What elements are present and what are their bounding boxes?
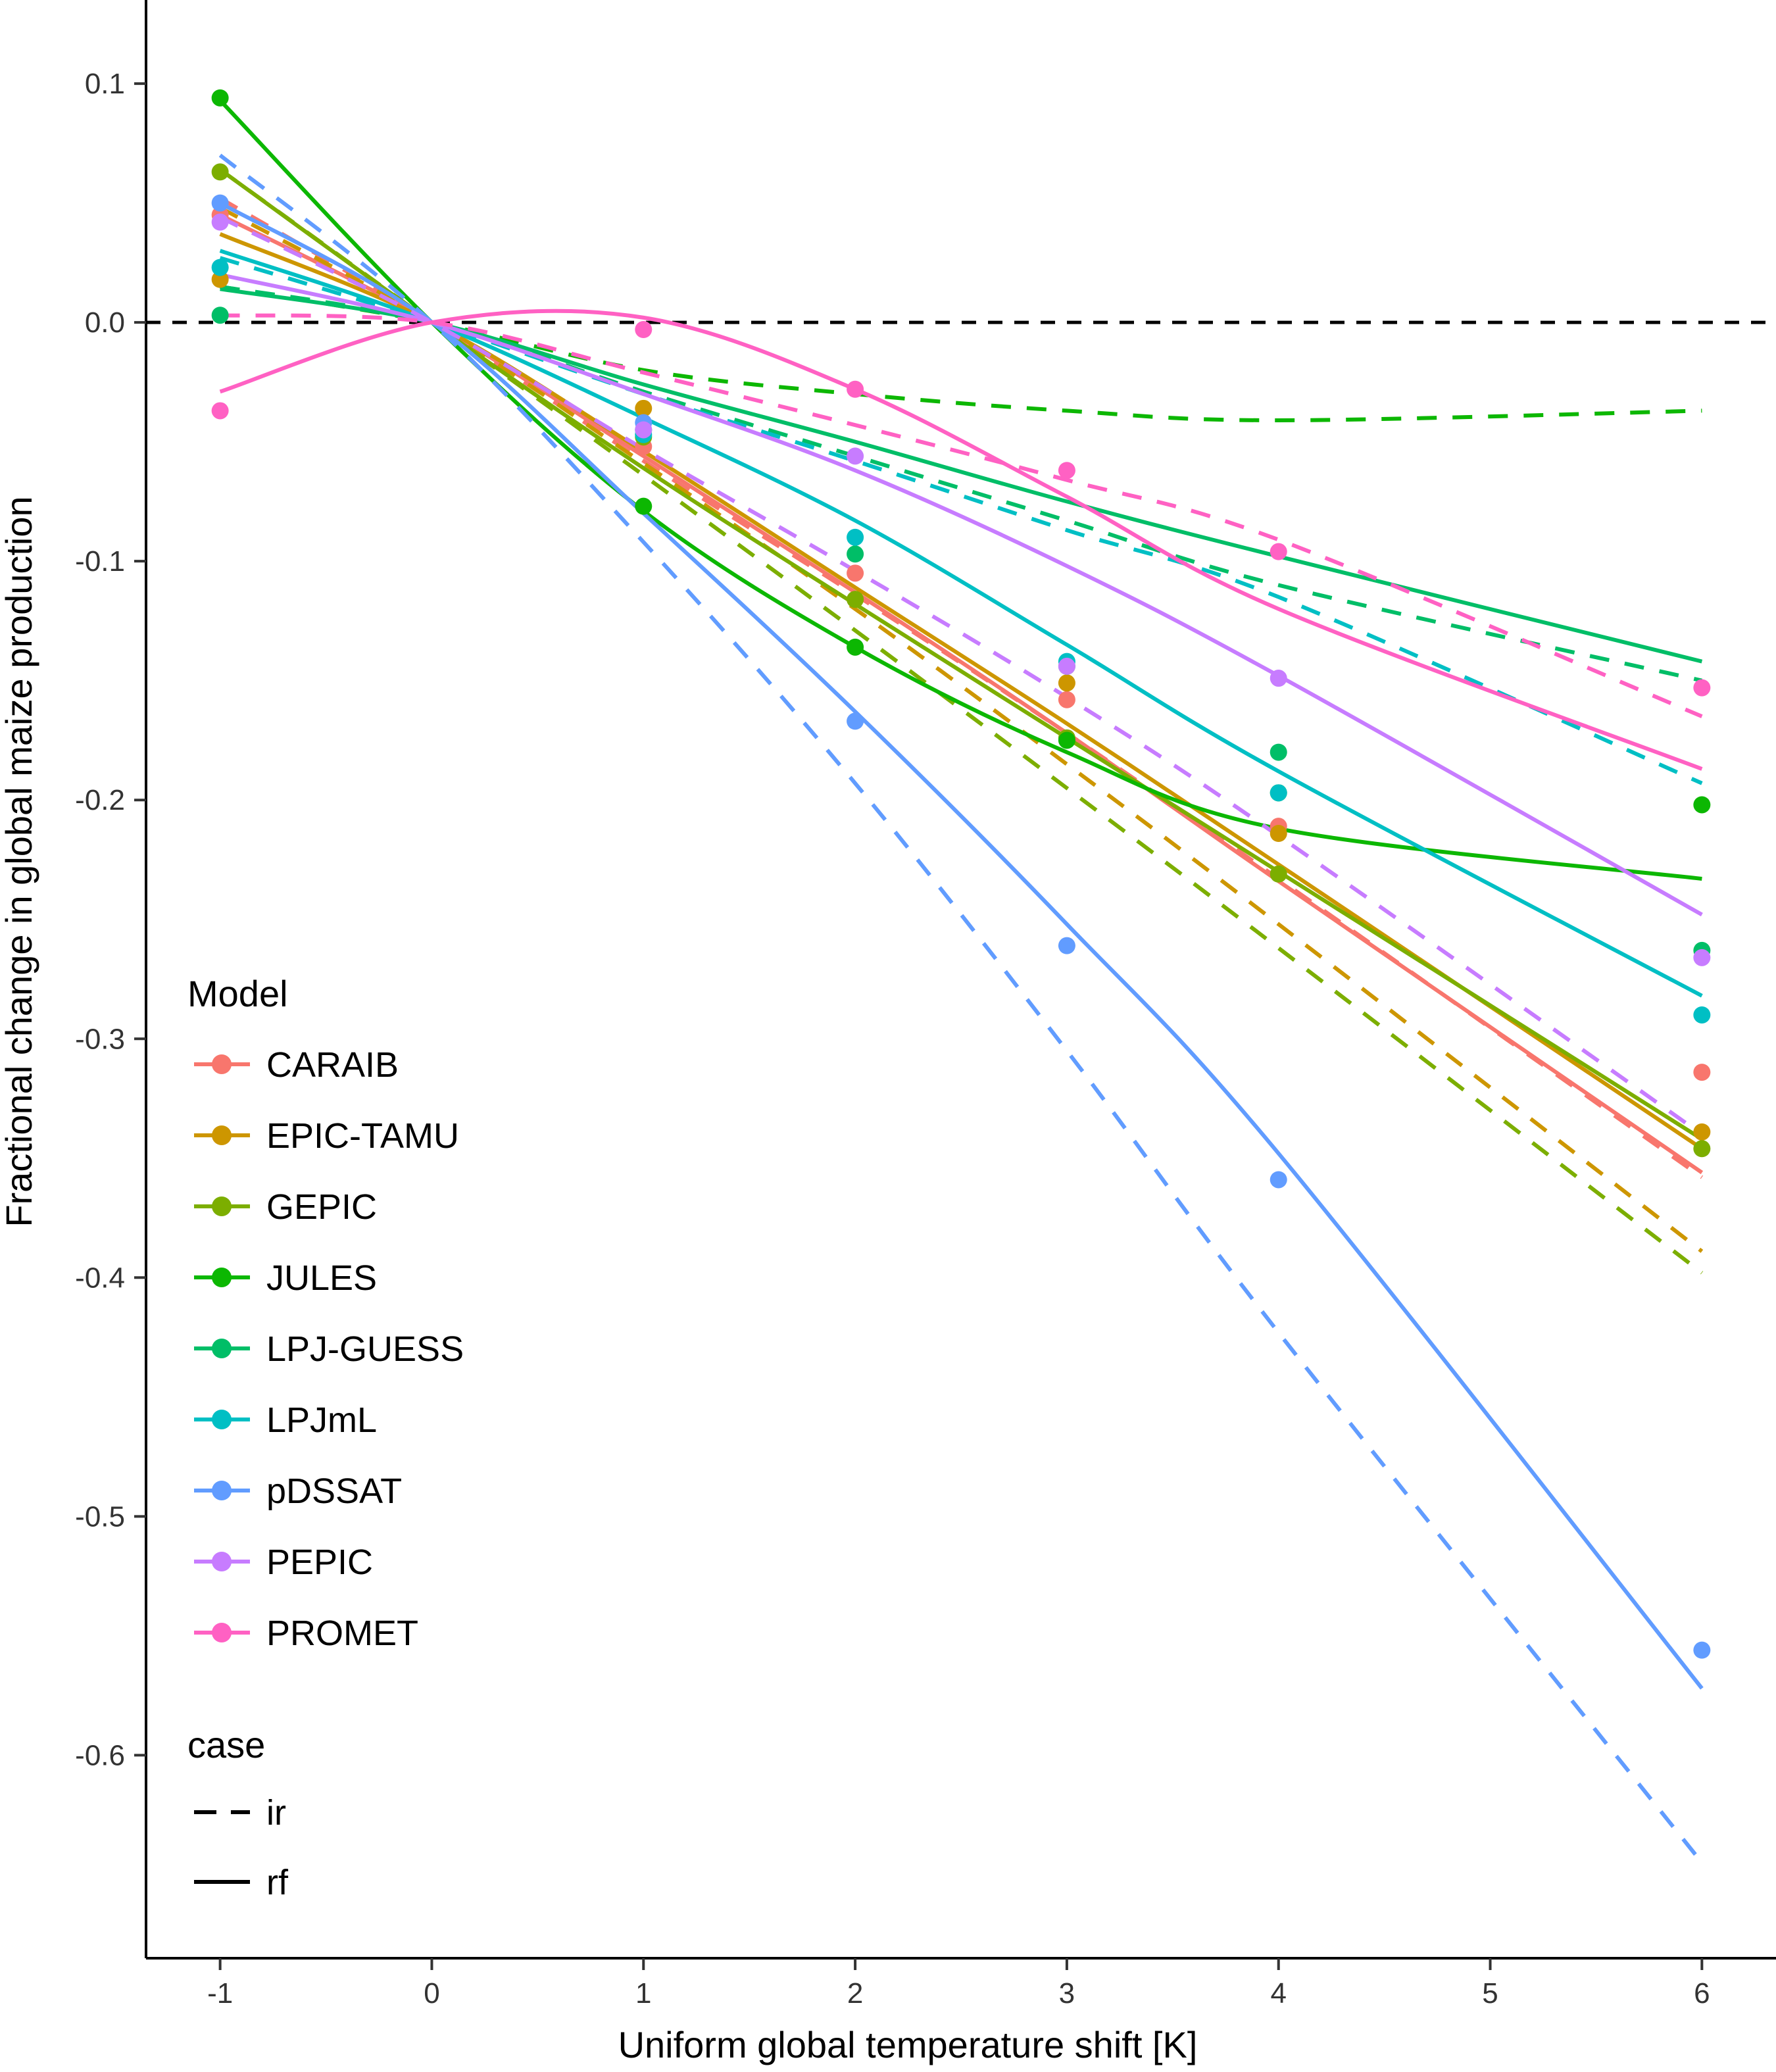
data-point-epic-tamu [635,399,653,417]
legend-label-model: GEPIC [266,1187,377,1227]
series-line-promet-ir [220,313,1703,718]
data-point-pepic [635,421,653,439]
data-point-lpj-guess [1270,743,1287,761]
legend-key-point [212,1410,232,1429]
y-tick-label: -0.5 [75,1500,125,1533]
data-point-lpjml [211,259,229,276]
data-point-promet [1270,543,1287,560]
series-line-epic-tamu-rf [219,232,1704,1150]
data-point-epic-tamu [1058,674,1075,692]
series-line-epic-tamu-ir [219,206,1704,1253]
data-point-caraib [847,564,864,582]
data-point-caraib [1693,1064,1711,1081]
x-tick-label: 2 [847,1977,863,2010]
y-tick-label: 0.1 [85,68,125,100]
data-point-jules [211,89,229,107]
legend-label-model: JULES [266,1258,377,1298]
series-line-pepic-ir [219,215,1704,1136]
legend-key-point [212,1196,232,1216]
legend-label-case: ir [266,1793,286,1833]
legend-label-model: CARAIB [266,1045,399,1085]
data-point-gepic [1693,1140,1711,1158]
data-point-jules [1058,731,1075,749]
x-tick-label: 5 [1482,1977,1498,2010]
series-line-promet-rf [219,308,1703,771]
legend-key-point [212,1125,232,1145]
data-point-jules [635,497,653,515]
y-tick-label: -0.3 [75,1023,125,1055]
legend-title-case: case [187,1724,265,1765]
axes: -1 0 1 2 3 4 5 6 0.1 0.0 -0.1 -0.2 -0.3 -0.4 -0.5 -0.6 [75,0,1776,2010]
data-point-promet [847,380,864,398]
legend-key-point [212,1552,232,1571]
legend-key-point [212,1054,232,1074]
data-point-gepic [1270,865,1287,883]
series-line-lpjml-rf [219,249,1703,998]
legend-label-model: pDSSAT [266,1471,402,1511]
data-point-pepic [211,213,229,231]
data-point-pdssat [1058,937,1075,954]
x-tick-label: 3 [1059,1977,1075,2010]
x-tick-label: -1 [207,1977,233,2010]
legend-label-model: LPJ-GUESS [266,1329,464,1369]
y-tick-label: -0.1 [75,545,125,578]
data-point-pdssat [211,194,229,212]
series-line-caraib-rf [219,213,1704,1175]
data-point-epic-tamu [1693,1123,1711,1141]
data-point-jules [1693,796,1711,814]
series-line-lpj-guess-rf [220,287,1703,664]
data-point-pdssat [1270,1171,1287,1189]
data-point-lpjml [1270,784,1287,802]
legend: Model CARAIB EPIC-TAMU GEPIC JULES LPJ-GUESS L… [187,973,464,1902]
x-tick-label: 1 [635,1977,651,2010]
data-point-pepic [1058,657,1075,675]
x-axis-title: Uniform global temperature shift [K] [618,2024,1198,2065]
series-line-lpj-guess-ir [220,284,1703,683]
data-point-promet [211,402,229,420]
plot-points [211,89,1711,1659]
legend-label-model: PROMET [266,1614,418,1653]
y-tick-label: 0.0 [85,307,125,339]
data-point-lpj-guess [847,545,864,563]
data-point-gepic [847,591,864,608]
plot-lines [146,99,1776,1864]
series-line-pdssat-rf [219,201,1704,1690]
y-tick-label: -0.6 [75,1739,125,1771]
data-point-pdssat [847,712,864,730]
legend-key-point [212,1268,232,1287]
y-tick-label: -0.4 [75,1262,125,1294]
legend-key-point [212,1623,232,1642]
legend-title-model: Model [187,973,288,1014]
data-point-caraib [1058,691,1075,708]
data-point-epic-tamu [1270,825,1287,843]
series-line-pdssat-ir [218,153,1704,1864]
y-tick-label: -0.2 [75,784,125,816]
x-tick-label: 6 [1694,1977,1710,2010]
data-point-jules [847,638,864,656]
legend-key-point [212,1481,232,1500]
data-point-gepic [211,163,229,181]
legend-label-model: LPJmL [266,1400,377,1440]
legend-label-case: rf [266,1863,289,1902]
data-point-lpjml [1693,1006,1711,1024]
data-point-pepic [1270,670,1287,687]
data-point-epic-tamu [211,270,229,288]
data-point-pepic [1693,949,1711,966]
y-axis-title: Fractional change in global maize produc… [0,496,39,1227]
data-point-lpjml [847,528,864,546]
x-tick-label: 0 [424,1977,439,2010]
data-point-lpj-guess [211,307,229,324]
data-point-promet [1058,462,1075,480]
data-point-pdssat [1693,1641,1711,1659]
legend-label-model: EPIC-TAMU [266,1116,459,1156]
series-line-jules-rf [218,99,1702,881]
x-tick-label: 4 [1270,1977,1286,2010]
legend-key-point [212,1339,232,1358]
legend-label-model: PEPIC [266,1542,373,1582]
series-line-jules-ir [220,284,1702,423]
data-point-promet [635,321,653,339]
data-point-pepic [847,447,864,465]
data-point-promet [1693,679,1711,697]
